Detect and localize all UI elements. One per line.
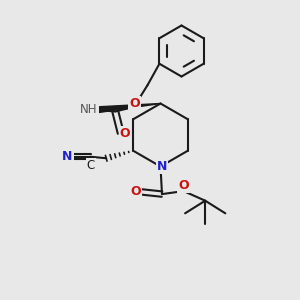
Text: NH: NH <box>80 103 98 116</box>
Text: O: O <box>178 179 189 192</box>
Text: O: O <box>120 127 130 140</box>
Polygon shape <box>95 103 160 113</box>
Text: O: O <box>129 97 140 110</box>
Text: O: O <box>130 185 141 198</box>
Text: C: C <box>86 159 95 172</box>
Text: N: N <box>62 150 73 163</box>
Text: N: N <box>157 160 167 173</box>
